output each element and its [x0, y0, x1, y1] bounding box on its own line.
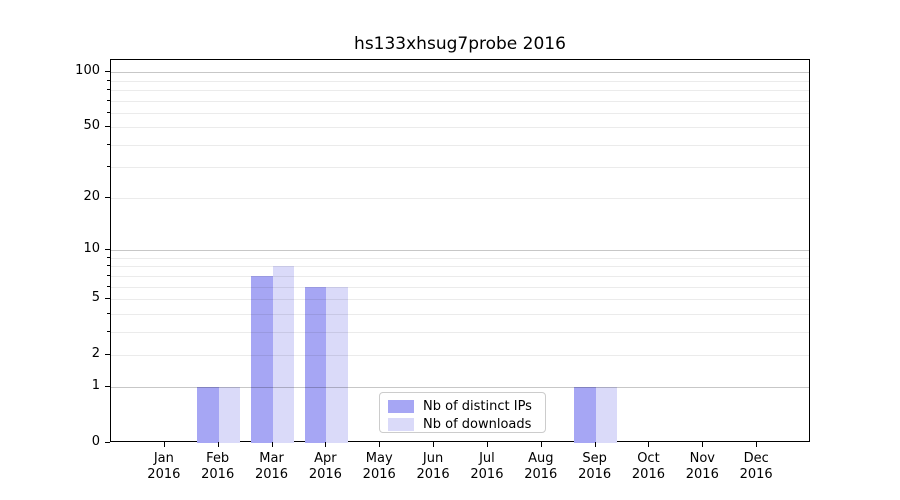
y-grid-minor — [111, 275, 809, 277]
grid-layer — [111, 60, 809, 441]
x-tick-label: Jan 2016 — [147, 451, 181, 482]
bar — [272, 266, 295, 443]
y-grid-minor — [111, 112, 809, 114]
legend-swatch-downloads — [388, 417, 414, 431]
x-tick-label: Jun 2016 — [416, 451, 450, 482]
y-grid-major — [111, 250, 809, 252]
x-tick-label: Jul 2016 — [470, 451, 504, 482]
x-tick-mark — [325, 442, 327, 447]
y-tick-mark — [105, 298, 110, 300]
x-tick-mark — [702, 442, 704, 447]
x-tick-mark — [594, 442, 596, 447]
y-grid-minor — [111, 266, 809, 268]
y-tick-label: 100 — [75, 63, 100, 79]
x-tick-label: Sep 2016 — [578, 451, 612, 482]
x-tick-mark — [648, 442, 650, 447]
y-minor-tick-mark — [107, 330, 110, 332]
x-tick-mark — [756, 442, 758, 447]
bar — [326, 286, 348, 443]
y-tick-label: 50 — [83, 118, 100, 134]
legend-item-downloads: Nb of downloads — [388, 416, 545, 432]
y-tick-label: 5 — [91, 290, 100, 306]
y-grid-minor — [111, 144, 809, 146]
y-grid-mid — [111, 354, 809, 356]
y-tick-mark — [105, 386, 110, 388]
legend-item-distinct-ips: Nb of distinct IPs — [388, 398, 545, 414]
legend-label-distinct-ips: Nb of distinct IPs — [423, 398, 532, 414]
y-grid-minor — [111, 167, 809, 169]
x-tick-label: Oct 2016 — [631, 451, 665, 482]
y-grid-mid — [111, 198, 809, 200]
y-grid-minor — [111, 100, 809, 102]
y-minor-tick-mark — [107, 88, 110, 90]
y-tick-mark — [105, 71, 110, 73]
bar — [595, 387, 618, 443]
y-grid-mid — [111, 299, 809, 301]
y-minor-tick-mark — [107, 143, 110, 145]
y-grid-minor — [111, 286, 809, 288]
y-grid-major — [111, 387, 809, 389]
x-tick-label: Apr 2016 — [308, 451, 342, 482]
y-minor-tick-mark — [107, 265, 110, 267]
y-tick-mark — [105, 249, 110, 251]
y-minor-tick-mark — [107, 166, 110, 168]
bar — [197, 387, 219, 443]
x-tick-label: Aug 2016 — [524, 451, 558, 482]
x-tick-mark — [271, 442, 273, 447]
bar — [218, 387, 241, 443]
bar — [304, 286, 327, 443]
y-tick-mark — [105, 353, 110, 355]
y-minor-tick-mark — [107, 79, 110, 81]
x-tick-mark — [163, 442, 165, 447]
y-tick-label: 0 — [91, 434, 100, 449]
y-minor-tick-mark — [107, 274, 110, 276]
legend-swatch-distinct-ips — [388, 399, 414, 413]
x-tick-label: Nov 2016 — [685, 451, 719, 482]
y-grid-minor — [111, 331, 809, 333]
y-grid-minor — [111, 313, 809, 315]
x-tick-mark — [540, 442, 542, 447]
y-grid-major — [111, 72, 809, 74]
x-tick-mark — [433, 442, 435, 447]
y-tick-mark — [105, 126, 110, 128]
y-minor-tick-mark — [107, 312, 110, 314]
y-grid-minor — [111, 89, 809, 91]
plot-area: Nb of distinct IPs Nb of downloads — [110, 59, 810, 443]
bars-layer — [111, 60, 809, 443]
y-grid-mid — [111, 127, 809, 129]
x-tick-label: Feb 2016 — [201, 451, 235, 482]
bar — [251, 275, 273, 443]
chart-title: hs133xhsug7probe 2016 — [354, 34, 566, 54]
x-tick-mark — [217, 442, 219, 447]
y-minor-tick-mark — [107, 285, 110, 287]
y-tick-label: 10 — [83, 241, 100, 257]
legend-label-downloads: Nb of downloads — [423, 416, 532, 432]
y-tick-mark — [105, 442, 110, 443]
y-tick-label: 20 — [83, 189, 100, 205]
y-minor-tick-mark — [107, 99, 110, 101]
y-tick-mark — [105, 197, 110, 199]
y-minor-tick-mark — [107, 111, 110, 113]
y-grid-minor — [111, 258, 809, 259]
legend: Nb of distinct IPs Nb of downloads — [379, 392, 546, 433]
x-tick-label: May 2016 — [362, 451, 396, 482]
x-tick-mark — [379, 442, 381, 447]
x-tick-label: Dec 2016 — [739, 451, 773, 482]
x-tick-label: Mar 2016 — [254, 451, 289, 482]
x-tick-mark — [486, 442, 488, 447]
y-tick-label: 2 — [91, 345, 100, 361]
y-tick-label: 1 — [91, 378, 100, 394]
y-grid-minor — [111, 80, 809, 82]
bar — [574, 387, 596, 443]
y-minor-tick-mark — [107, 257, 110, 258]
